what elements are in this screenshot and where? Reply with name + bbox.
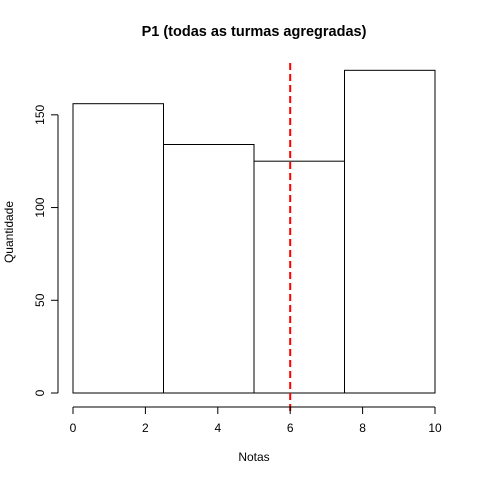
y-tick-label: 50 <box>33 293 47 307</box>
histogram-bar-1 <box>72 103 164 394</box>
chart-title: P1 (todas as turmas agregradas) <box>142 24 367 40</box>
x-tick-label: 8 <box>359 421 366 435</box>
x-tick-label: 2 <box>142 421 149 435</box>
histogram-bar-4 <box>344 69 436 394</box>
histogram-bar-3 <box>253 160 345 394</box>
x-axis-title: Notas <box>238 450 269 464</box>
y-axis: 0 50 100 150 <box>33 104 59 396</box>
y-tick-label: 150 <box>33 104 47 124</box>
y-tick-label: 100 <box>33 197 47 217</box>
y-axis-title: Quantidade <box>2 201 16 263</box>
histogram-bar-2 <box>163 143 255 394</box>
histogram-bars <box>72 69 436 394</box>
x-tick-label: 4 <box>214 421 221 435</box>
x-axis: 0 2 4 6 8 10 <box>70 406 442 435</box>
x-tick-label: 10 <box>428 421 442 435</box>
x-tick-label: 6 <box>287 421 294 435</box>
x-tick-label: 0 <box>70 421 77 435</box>
y-tick-label: 0 <box>33 389 47 396</box>
